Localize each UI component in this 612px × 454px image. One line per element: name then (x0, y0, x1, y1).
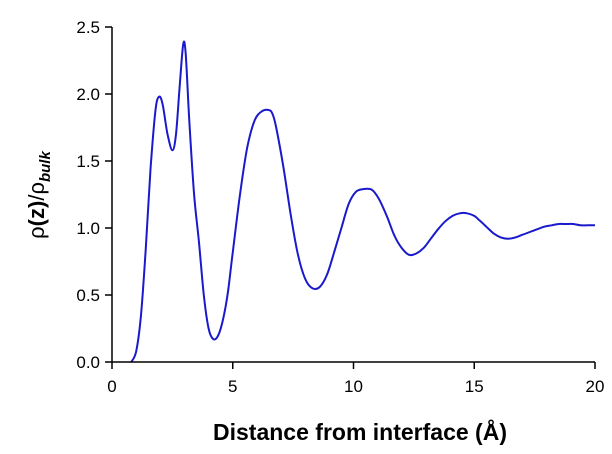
x-tick-label: 10 (344, 377, 363, 396)
y-title-rho-bulk: ρ (24, 182, 49, 195)
x-tick-label: 15 (465, 377, 484, 396)
axis-ticks (105, 26, 596, 369)
x-axis-title: Distance from interface (Å) (213, 418, 507, 445)
y-title-rho: ρ (24, 226, 49, 239)
y-tick-label: 1.5 (76, 152, 100, 171)
x-tick-labels: 0 5 10 15 20 (107, 377, 604, 396)
y-tick-label: 0.5 (76, 286, 100, 305)
x-tick-label: 0 (107, 377, 116, 396)
y-tick-label: 0.0 (76, 353, 100, 372)
y-tick-label: 2.5 (76, 18, 100, 37)
series-line (130, 40, 595, 363)
y-title-slash: / (24, 194, 49, 201)
y-tick-label: 2.0 (76, 85, 100, 104)
y-tick-label: 1.0 (76, 219, 100, 238)
y-title-subscript: bulk (37, 151, 54, 182)
x-tick-label: 5 (228, 377, 237, 396)
y-axis-title: ρ(z)/ρbulk (24, 151, 54, 239)
y-title-z: (z) (24, 201, 49, 227)
y-tick-labels: 0.0 0.5 1.0 1.5 2.0 2.5 (76, 18, 100, 372)
x-tick-label: 20 (586, 377, 605, 396)
